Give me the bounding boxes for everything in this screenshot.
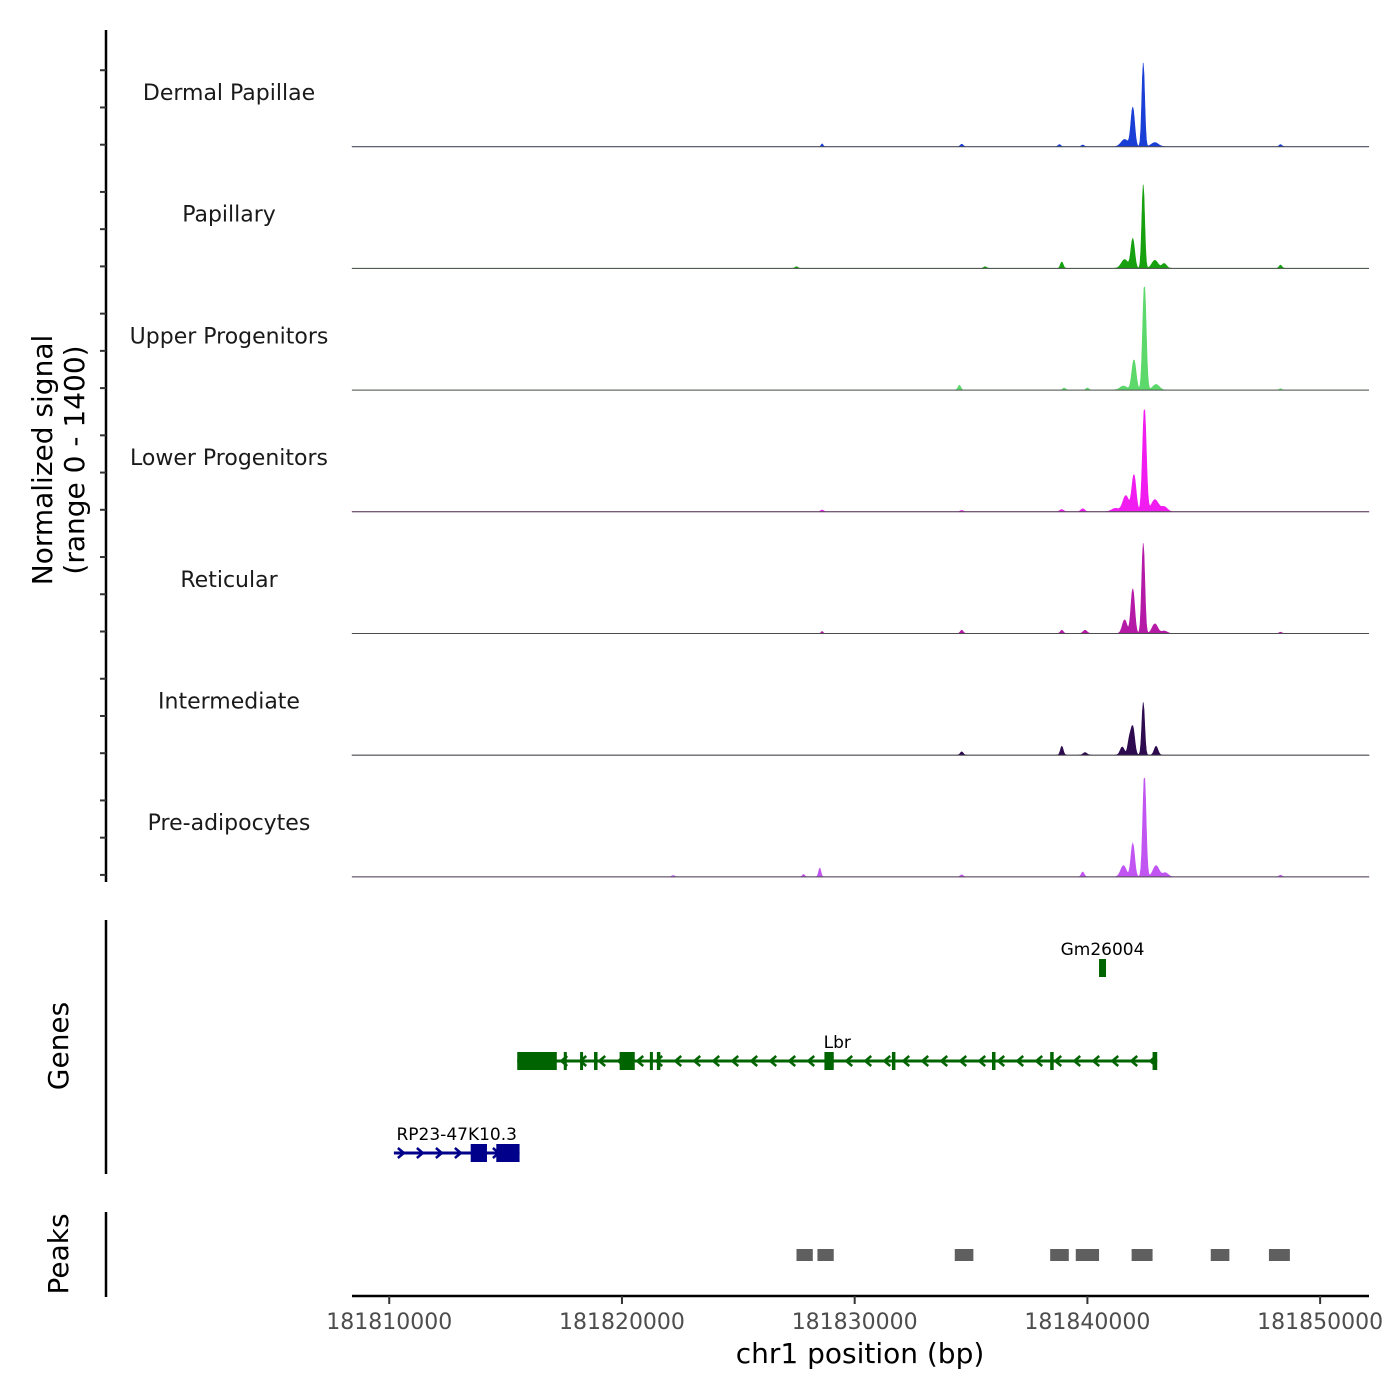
peak-region [1075,1249,1100,1261]
gene-label: Gm26004 [1061,940,1145,960]
gene-exon [619,1052,635,1070]
strand-chevron [1091,1055,1101,1067]
gene-exon [496,1144,520,1162]
peak-region [1131,1249,1153,1261]
signal-track: Upper Progenitors [130,286,1370,391]
signal-area [351,286,1370,391]
gene-track: Gm26004 Lbr RP23-47K10.3 [393,940,1158,1162]
strand-chevron [1129,1055,1139,1067]
y-axis-title: Normalized signal (range 0 - 1400) [26,335,91,586]
strand-chevron [806,1055,816,1067]
strand-chevron [416,1147,425,1159]
strand-chevron [996,1055,1006,1067]
track-label: Pre-adipocytes [148,811,311,836]
signal-track: Papillary [182,184,1370,269]
gene-exon [1099,959,1107,977]
strand-chevron [787,1055,797,1067]
x-tick-label: 181830000 [792,1310,918,1335]
gene-exon [594,1052,598,1070]
signal-tracks: Dermal Papillae Papillary Upper Progenitor… [130,62,1370,878]
x-tick-label: 181810000 [326,1310,452,1335]
strand-chevron [1110,1055,1120,1067]
strand-chevron [711,1055,721,1067]
track-label: Intermediate [158,690,300,715]
gene-exon [656,1052,661,1070]
peak-region [1210,1249,1230,1261]
gene: Lbr [517,1033,1158,1070]
x-tick-label: 181840000 [1024,1310,1150,1335]
gene-exon [991,1052,996,1070]
x-axis-title: chr1 position (bp) [736,1337,985,1370]
signal-area [351,702,1370,756]
gene-exon [563,1052,567,1070]
strand-chevron [901,1055,911,1067]
peak-track [796,1249,1290,1261]
track-label: Upper Progenitors [130,324,329,349]
strand-chevron [882,1055,892,1067]
signal-area [351,543,1370,634]
track-label: Dermal Papillae [143,81,315,106]
gene: RP23-47K10.3 [393,1125,520,1162]
strand-chevron [844,1055,854,1067]
strand-chevron [435,1147,444,1159]
gene-exon [891,1052,896,1070]
strand-chevron [977,1055,987,1067]
gene-label: Lbr [824,1033,851,1053]
strand-chevron [749,1055,759,1067]
strand-chevron [1034,1055,1044,1067]
strand-chevron [939,1055,949,1067]
gene-exon [1152,1052,1158,1070]
signal-track: Reticular [180,543,1370,634]
signal-track: Pre-adipocytes [148,777,1370,878]
signal-y-ticks [100,69,106,876]
strand-chevron [1015,1055,1025,1067]
gene-exon [580,1052,584,1070]
y-axis-title-line1: Normalized signal [26,335,59,586]
strand-chevron [397,1147,406,1159]
peak-region [796,1249,813,1261]
gene: Gm26004 [1061,940,1145,977]
strand-chevron [863,1055,873,1067]
strand-chevron [597,1055,607,1067]
strand-chevron [692,1055,702,1067]
gene-label: RP23-47K10.3 [396,1125,516,1145]
peaks-track-title-group: Peaks [42,1213,75,1294]
gene-exon [1050,1052,1054,1070]
x-tick-label: 181820000 [559,1310,685,1335]
strand-chevron [635,1055,645,1067]
gene-exon [824,1052,834,1070]
peak-region [954,1249,974,1261]
peak-region [1268,1249,1290,1261]
signal-track: Lower Progenitors [130,409,1370,513]
signal-area [351,777,1370,878]
signal-area [351,184,1370,269]
strand-chevron [768,1055,778,1067]
strand-chevron [958,1055,968,1067]
peaks-track-title: Peaks [42,1213,75,1294]
gene-exon [649,1052,653,1070]
gene-exon [517,1052,557,1070]
track-label: Reticular [180,568,278,593]
strand-chevron [454,1147,463,1159]
x-axis-ticks: 181810000 181820000 181830000 181840000 1818… [326,1296,1383,1335]
signal-area [351,409,1370,513]
strand-chevron [730,1055,740,1067]
gene-exon [470,1144,487,1162]
signal-track: Intermediate [158,690,1370,756]
strand-chevron [1072,1055,1082,1067]
track-label: Papillary [182,203,276,228]
signal-track: Dermal Papillae [143,62,1370,148]
strand-chevron [1053,1055,1063,1067]
peak-region [1050,1249,1069,1261]
peak-region [817,1249,834,1261]
genes-track-title: Genes [42,1002,75,1090]
genes-track-title-group: Genes [42,1002,75,1090]
track-label: Lower Progenitors [130,446,328,471]
strand-chevron [920,1055,930,1067]
signal-area [351,62,1370,147]
strand-chevron [673,1055,683,1067]
y-axis-title-line2: (range 0 - 1400) [58,345,91,574]
x-tick-label: 181850000 [1257,1310,1383,1335]
